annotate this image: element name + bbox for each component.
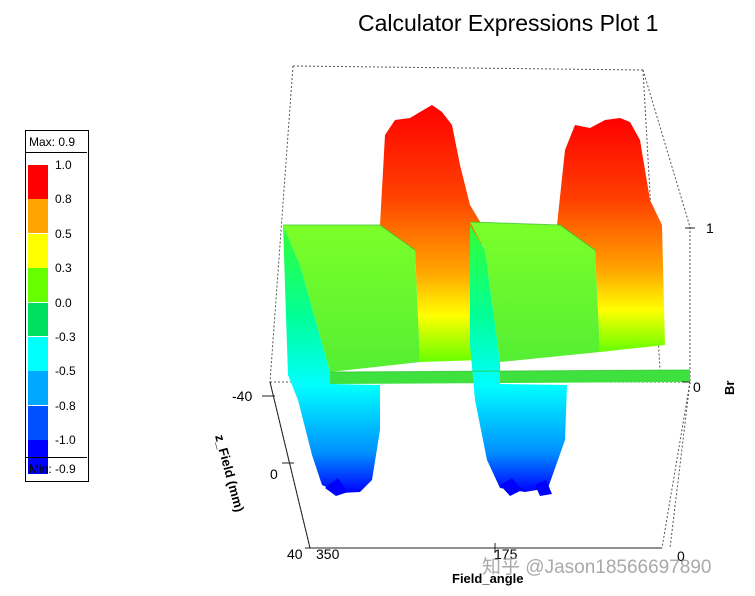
y-tick-label: 40 — [287, 546, 303, 562]
tick-marks — [262, 227, 695, 553]
dip-bottom-marks — [325, 478, 552, 496]
legend-divider — [25, 457, 87, 458]
z-tick-label: 0 — [693, 379, 701, 395]
legend-label: -0.5 — [55, 364, 76, 379]
surface-dip-right — [470, 225, 567, 492]
legend-swatch — [28, 268, 48, 303]
legend-swatch — [28, 371, 48, 406]
z-tick-label: 1 — [706, 220, 714, 236]
plot-axes-frame — [269, 381, 662, 549]
legend-swatch — [28, 337, 48, 371]
surface-plane-left — [283, 225, 420, 372]
legend-swatch — [28, 405, 48, 440]
legend-label: 0.8 — [55, 192, 72, 207]
z-axis-title: Br — [722, 381, 737, 395]
watermark: 知乎 @Jason18566697890 — [482, 557, 712, 578]
surface-edges — [283, 221, 691, 373]
legend-divider — [25, 152, 87, 153]
legend-max-label: Max: 0.9 — [29, 135, 76, 149]
legend-label: 0.0 — [55, 295, 72, 310]
legend-swatch — [28, 199, 48, 234]
legend-swatch — [28, 165, 48, 199]
x-tick-label: 0 — [677, 548, 685, 564]
legend-label: 1.0 — [55, 158, 72, 172]
legend-label: -0.3 — [55, 330, 76, 344]
y-tick-label: -40 — [232, 388, 252, 404]
legend-label: -0.8 — [55, 398, 76, 413]
y-axis-title: z_Field (mm) — [212, 433, 247, 514]
x-tick-label: 175 — [494, 546, 518, 562]
legend-label: 0.5 — [55, 226, 72, 241]
surface-plane-front — [330, 370, 690, 384]
legend-swatch — [28, 302, 48, 337]
y-tick-label: 0 — [270, 466, 278, 482]
legend-min-label: Min: -0.9 — [29, 462, 76, 476]
x-tick-label: 350 — [316, 546, 340, 562]
surface-peak-left — [380, 105, 482, 362]
legend-label: -1.0 — [55, 433, 76, 448]
legend-swatch — [28, 233, 48, 268]
surface-plane-mid — [470, 222, 600, 362]
color-legend: Max: 0.9 1.0 0.8 0.5 0.3 0.0 -0.3 -0.5 -0.8 -1.0… — [25, 130, 89, 482]
surface-dip-left — [283, 225, 380, 493]
legend-label: 0.3 — [55, 261, 72, 276]
x-axis-title: Field_angle — [452, 571, 524, 586]
chart-title: Calculator Expressions Plot 1 — [358, 10, 659, 36]
surface-peak-right — [557, 118, 665, 352]
